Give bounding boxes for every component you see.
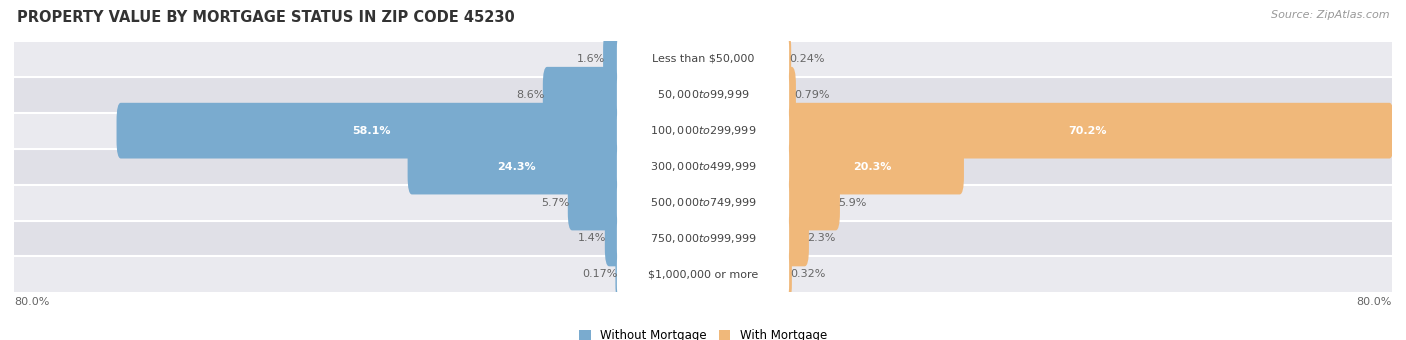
Text: 20.3%: 20.3%: [853, 162, 891, 172]
FancyBboxPatch shape: [408, 139, 626, 194]
Text: $300,000 to $499,999: $300,000 to $499,999: [650, 160, 756, 173]
FancyBboxPatch shape: [117, 103, 626, 158]
Text: 24.3%: 24.3%: [498, 162, 536, 172]
Text: 0.24%: 0.24%: [789, 54, 825, 64]
FancyBboxPatch shape: [780, 210, 808, 266]
FancyBboxPatch shape: [780, 31, 792, 87]
Text: $50,000 to $99,999: $50,000 to $99,999: [657, 88, 749, 101]
FancyBboxPatch shape: [605, 210, 626, 266]
FancyBboxPatch shape: [568, 175, 626, 231]
FancyBboxPatch shape: [617, 31, 789, 87]
Text: 0.79%: 0.79%: [794, 90, 830, 100]
Bar: [14, 41, 1392, 77]
FancyBboxPatch shape: [780, 175, 839, 231]
FancyBboxPatch shape: [780, 139, 965, 194]
Bar: [14, 149, 1392, 185]
Text: 1.4%: 1.4%: [578, 234, 606, 243]
Text: Source: ZipAtlas.com: Source: ZipAtlas.com: [1271, 10, 1389, 20]
Text: 0.32%: 0.32%: [790, 269, 825, 279]
FancyBboxPatch shape: [603, 31, 626, 87]
Text: 0.17%: 0.17%: [582, 269, 617, 279]
Bar: [14, 77, 1392, 113]
Text: PROPERTY VALUE BY MORTGAGE STATUS IN ZIP CODE 45230: PROPERTY VALUE BY MORTGAGE STATUS IN ZIP…: [17, 10, 515, 25]
Text: $1,000,000 or more: $1,000,000 or more: [648, 269, 758, 279]
FancyBboxPatch shape: [617, 139, 789, 194]
FancyBboxPatch shape: [616, 246, 626, 302]
Text: 8.6%: 8.6%: [516, 90, 544, 100]
Text: 80.0%: 80.0%: [14, 297, 49, 307]
FancyBboxPatch shape: [617, 175, 789, 231]
FancyBboxPatch shape: [543, 67, 626, 123]
FancyBboxPatch shape: [780, 103, 1393, 158]
Text: 58.1%: 58.1%: [352, 126, 391, 136]
Bar: [14, 113, 1392, 149]
Text: $500,000 to $749,999: $500,000 to $749,999: [650, 196, 756, 209]
Legend: Without Mortgage, With Mortgage: Without Mortgage, With Mortgage: [579, 329, 827, 340]
Text: $100,000 to $299,999: $100,000 to $299,999: [650, 124, 756, 137]
FancyBboxPatch shape: [780, 67, 796, 123]
Text: $750,000 to $999,999: $750,000 to $999,999: [650, 232, 756, 245]
Text: Less than $50,000: Less than $50,000: [652, 54, 754, 64]
Text: 1.6%: 1.6%: [576, 54, 605, 64]
FancyBboxPatch shape: [617, 67, 789, 123]
Text: 80.0%: 80.0%: [1357, 297, 1392, 307]
FancyBboxPatch shape: [617, 210, 789, 266]
Bar: [14, 185, 1392, 221]
Bar: [14, 256, 1392, 292]
FancyBboxPatch shape: [617, 246, 789, 302]
Text: 5.7%: 5.7%: [541, 198, 569, 207]
Text: 2.3%: 2.3%: [807, 234, 835, 243]
FancyBboxPatch shape: [780, 246, 792, 302]
Text: 70.2%: 70.2%: [1067, 126, 1107, 136]
FancyBboxPatch shape: [617, 103, 789, 158]
Text: 5.9%: 5.9%: [838, 198, 866, 207]
Bar: [14, 221, 1392, 256]
